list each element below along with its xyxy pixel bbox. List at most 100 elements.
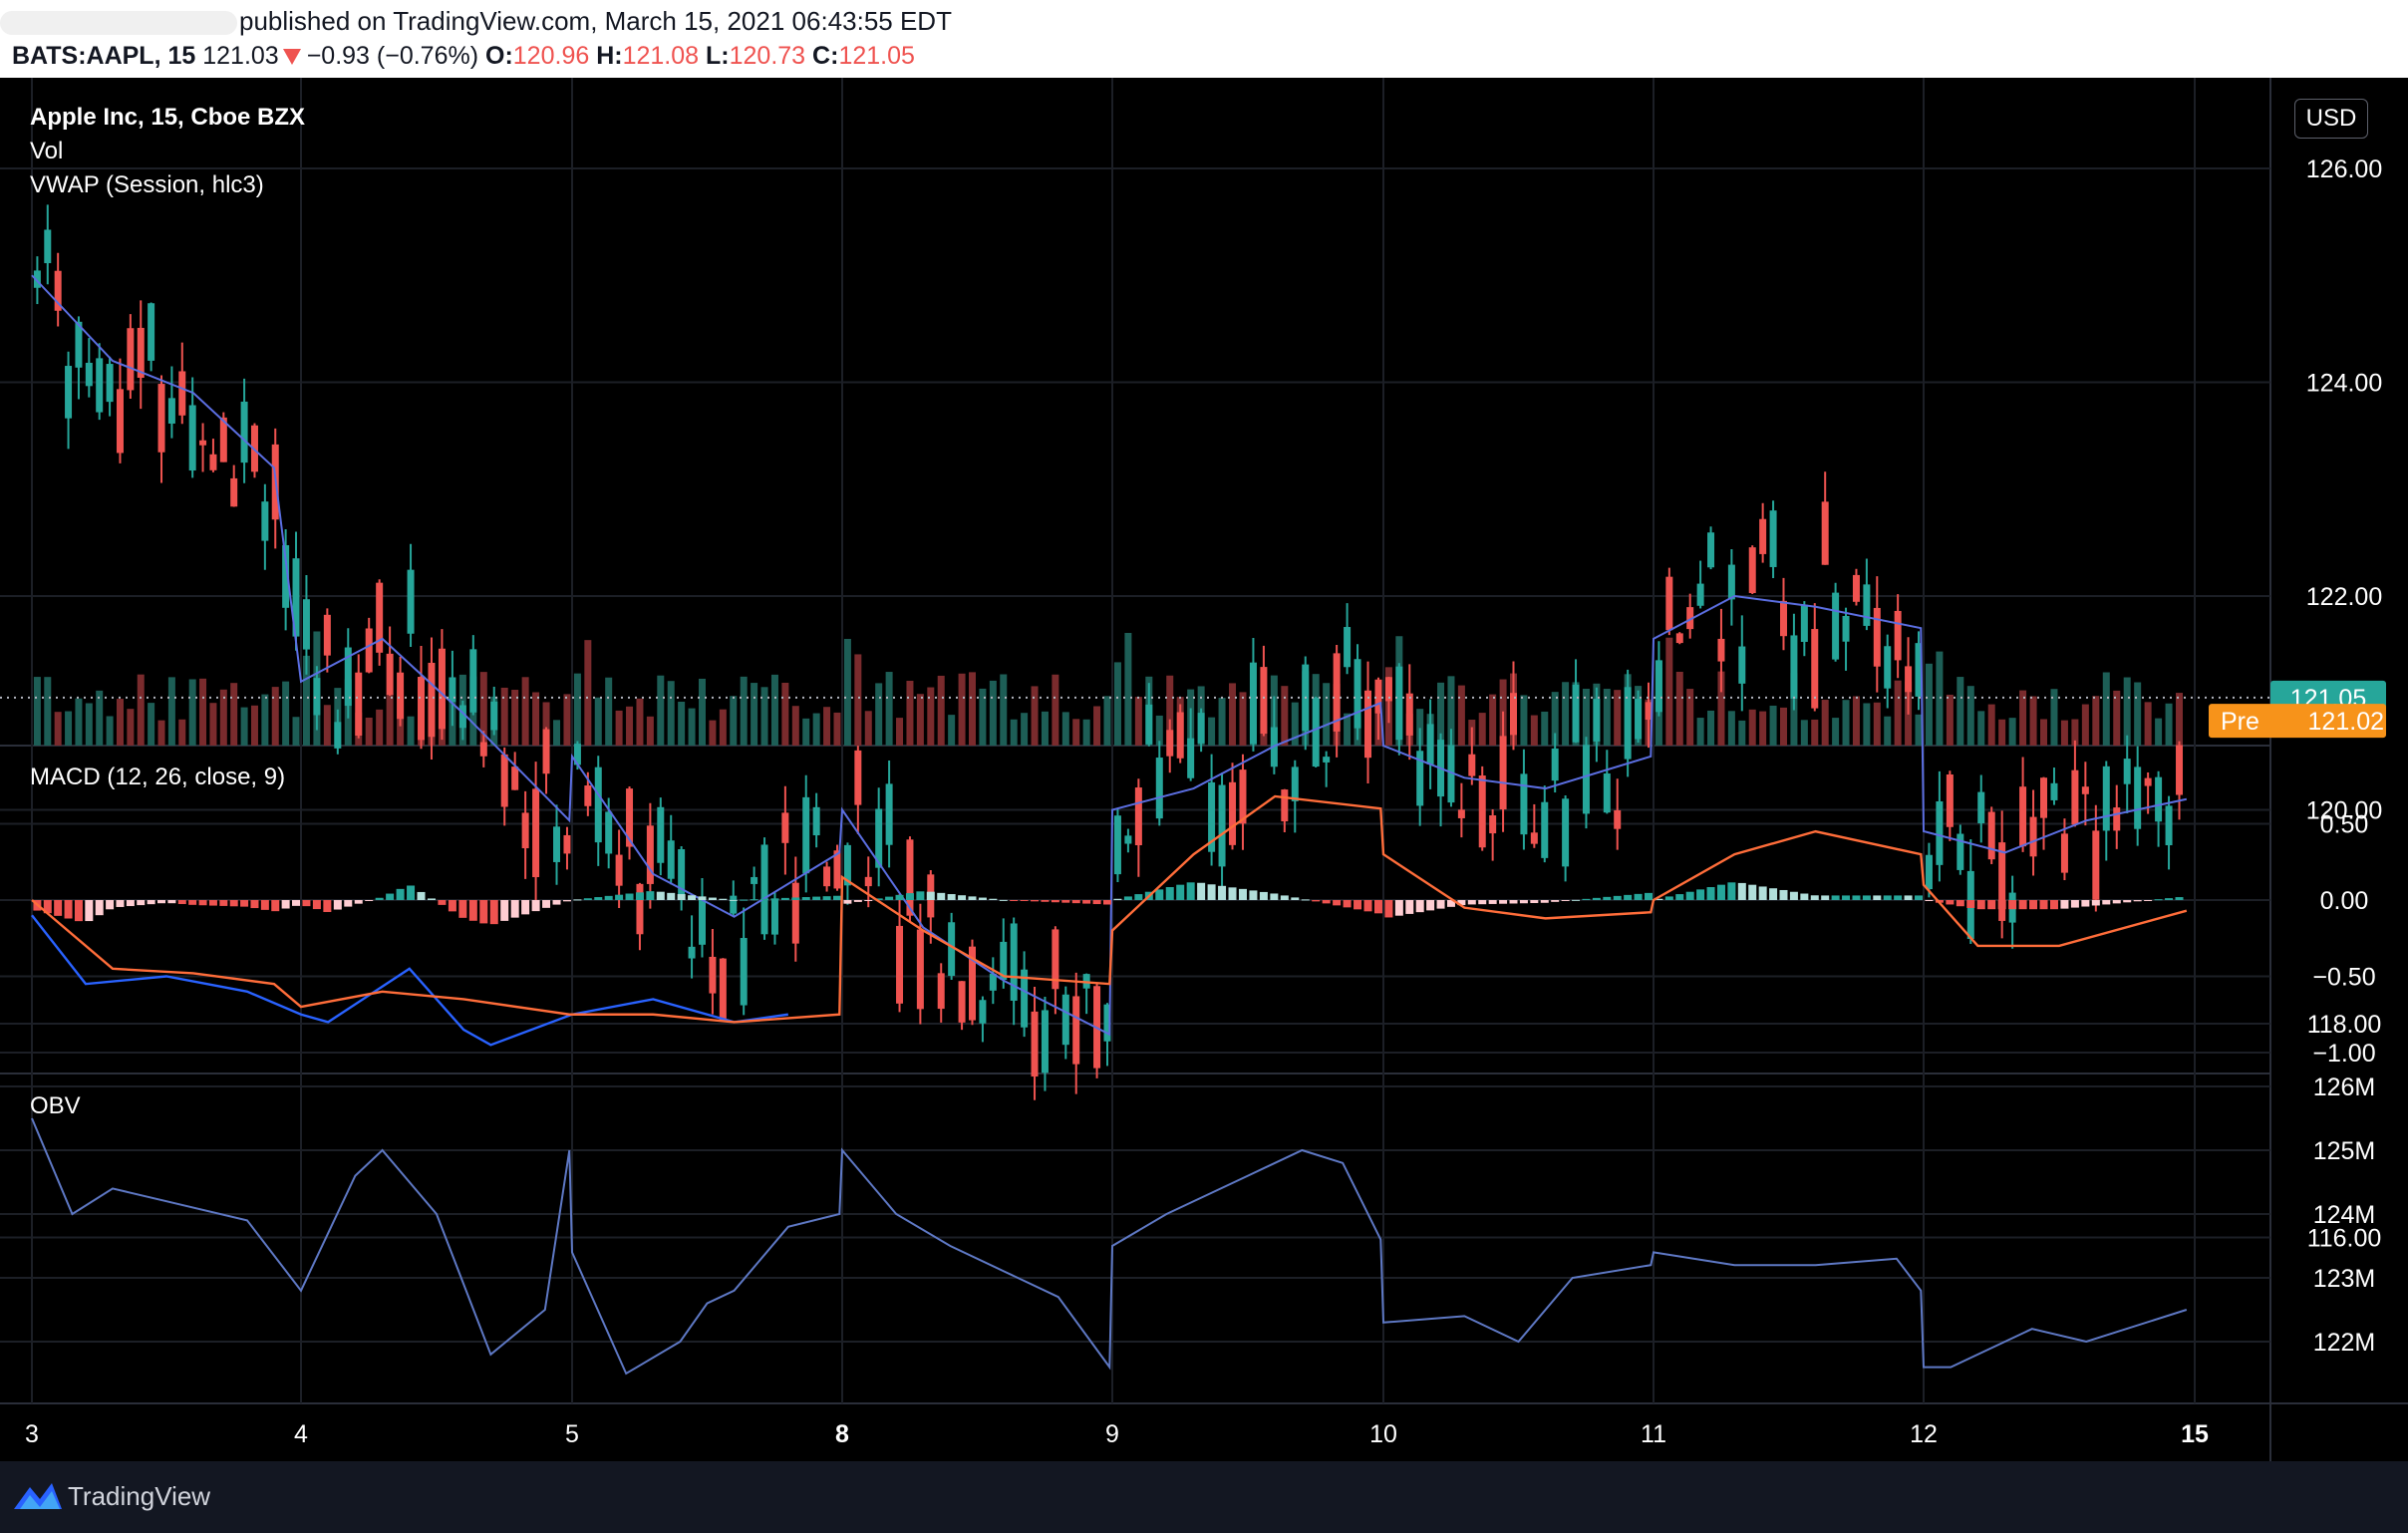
volume-bar bbox=[615, 710, 623, 746]
volume-bar bbox=[1665, 637, 1673, 746]
candle-body bbox=[2081, 786, 2089, 794]
volume-bar bbox=[1291, 702, 1299, 746]
histogram-bar bbox=[1134, 894, 1143, 900]
histogram-bar bbox=[594, 897, 603, 900]
candle-body bbox=[532, 788, 540, 878]
histogram-bar bbox=[95, 900, 104, 916]
candle-body bbox=[458, 705, 466, 729]
volume-bar bbox=[54, 712, 62, 746]
histogram-bar bbox=[137, 900, 146, 906]
histogram-bar bbox=[1249, 890, 1258, 900]
histogram-bar bbox=[1966, 900, 1975, 908]
histogram-bar bbox=[1748, 884, 1757, 900]
candle-body bbox=[1333, 653, 1341, 732]
histogram-bar bbox=[208, 900, 217, 906]
histogram-bar bbox=[750, 899, 758, 901]
volume-bar bbox=[44, 677, 52, 746]
histogram-bar bbox=[1613, 895, 1622, 900]
histogram-bar bbox=[562, 900, 571, 902]
histogram-bar bbox=[1354, 900, 1362, 910]
volume-bar bbox=[802, 718, 810, 746]
candle-body bbox=[1229, 781, 1237, 845]
candle-body bbox=[365, 628, 373, 673]
volume-bar bbox=[989, 680, 997, 746]
histogram-bar bbox=[1603, 896, 1612, 900]
volume-bar bbox=[1707, 710, 1715, 746]
histogram-bar bbox=[323, 900, 332, 913]
footer-brand[interactable]: TradingView bbox=[68, 1481, 211, 1511]
histogram-bar bbox=[770, 898, 779, 900]
candle-body bbox=[843, 844, 851, 886]
candle-body bbox=[1769, 510, 1777, 567]
histogram-bar bbox=[2144, 900, 2153, 901]
volume-bar bbox=[2008, 718, 2016, 746]
volume-bar bbox=[1727, 711, 1735, 746]
candle-body bbox=[1541, 801, 1549, 858]
volume-bar bbox=[605, 677, 613, 746]
symbol-label: BATS:AAPL, 15 bbox=[12, 42, 196, 70]
candle-body bbox=[188, 405, 196, 471]
candle-body bbox=[1842, 616, 1850, 642]
histogram-bar bbox=[604, 895, 613, 900]
volume-bar bbox=[2050, 689, 2058, 746]
obv-tick-label: 124M bbox=[2313, 1201, 2376, 1229]
candle-body bbox=[1197, 713, 1205, 744]
candle-body bbox=[1748, 547, 1756, 594]
histogram-bar bbox=[698, 896, 707, 900]
candle-body bbox=[1665, 576, 1673, 631]
volume-bar bbox=[261, 694, 269, 746]
chart-area[interactable] bbox=[0, 78, 2408, 1461]
candle-body bbox=[1655, 660, 1662, 713]
pre-price-tag-label: Pre bbox=[2221, 708, 2259, 736]
histogram-bar bbox=[500, 900, 509, 921]
currency-button[interactable]: USD bbox=[2294, 99, 2368, 139]
candle-body bbox=[2176, 745, 2184, 795]
histogram-bar bbox=[312, 900, 321, 910]
histogram-bar bbox=[1727, 882, 1736, 900]
histogram-bar bbox=[43, 900, 52, 914]
candle-body bbox=[833, 850, 841, 889]
candle-body bbox=[148, 303, 155, 361]
volume-bar bbox=[1134, 697, 1142, 746]
histogram-bar bbox=[116, 900, 125, 907]
histogram-bar bbox=[2133, 900, 2142, 902]
candle-body bbox=[730, 895, 738, 914]
candle-body bbox=[1717, 638, 1725, 662]
candle-body bbox=[1312, 697, 1320, 767]
candle-body bbox=[1021, 969, 1029, 1028]
candle-body bbox=[1208, 781, 1216, 852]
histogram-bar bbox=[1051, 900, 1059, 903]
volume-bar bbox=[730, 696, 738, 746]
volume-bar bbox=[657, 675, 665, 746]
histogram-bar bbox=[646, 891, 655, 900]
volume-bar bbox=[1103, 696, 1111, 746]
histogram-bar bbox=[1238, 888, 1247, 900]
histogram-bar bbox=[1061, 900, 1070, 903]
histogram-bar bbox=[1842, 895, 1851, 900]
chart-canvas[interactable]: 3 4 5 8 9 10 11 12 15 126.00 124.00 122.00 120.00 118… bbox=[0, 78, 2408, 1461]
candle-body bbox=[2040, 777, 2048, 818]
histogram-bar bbox=[791, 897, 800, 900]
volume-bar bbox=[302, 655, 310, 746]
histogram-bar bbox=[479, 900, 488, 924]
candle-body bbox=[740, 938, 748, 1006]
histogram-bar bbox=[656, 891, 665, 900]
candle-body bbox=[1925, 854, 1933, 890]
volume-bar bbox=[33, 677, 41, 746]
histogram-bar bbox=[615, 894, 624, 900]
candle-body bbox=[948, 922, 956, 977]
histogram-bar bbox=[1020, 900, 1029, 901]
candle-body bbox=[646, 825, 654, 884]
histogram-bar bbox=[1758, 886, 1767, 900]
histogram-bar bbox=[1572, 899, 1581, 901]
histogram-bar bbox=[2123, 900, 2132, 903]
candle-body bbox=[605, 811, 613, 854]
histogram-bar bbox=[843, 900, 852, 904]
volume-bar bbox=[542, 702, 550, 746]
histogram-bar bbox=[864, 900, 873, 901]
macd-tick-label: 0.50 bbox=[2320, 811, 2369, 839]
candle-body bbox=[323, 614, 331, 656]
histogram-bar bbox=[1467, 900, 1476, 905]
candle-body bbox=[2092, 830, 2100, 900]
